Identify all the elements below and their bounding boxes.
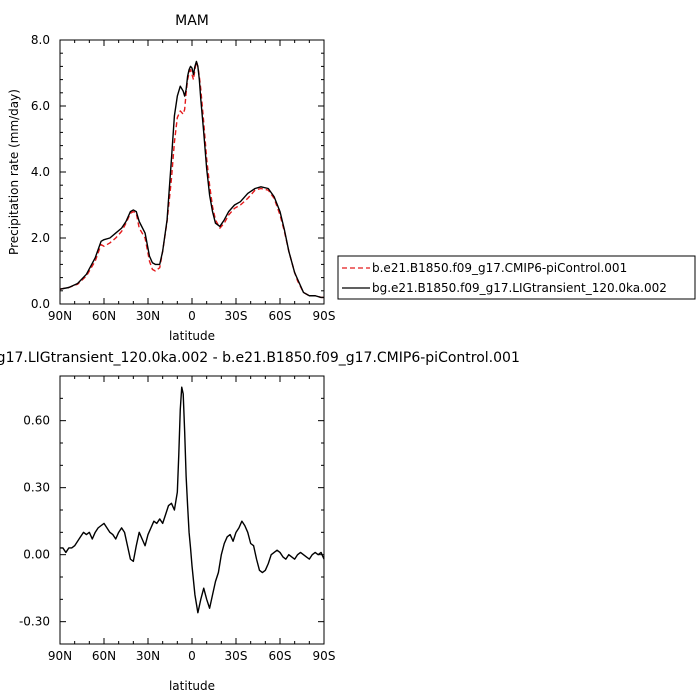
legend-label-ligtransient: bg.e21.B1850.f09_g17.LIGtransient_120.0k… [372, 281, 667, 295]
x-tick-label: 90S [313, 649, 336, 663]
y-tick-label: 0.30 [23, 481, 50, 495]
x-tick-label: 30S [225, 309, 248, 323]
legend-box [337, 255, 696, 300]
y-tick-label: 4.0 [31, 165, 50, 179]
x-tick-label: 90N [48, 309, 72, 323]
y-tick-label: 0.60 [23, 414, 50, 428]
plot-frame-difference [59, 375, 325, 645]
difference-title: bg.e21.B1850.f09_g17.LIGtransient_120.0k… [0, 350, 520, 366]
x-tick-label: 0 [188, 309, 196, 323]
y-tick-label: 0.0 [31, 297, 50, 311]
series-line-1 [59, 60, 324, 299]
x-tick-label: 60N [92, 649, 116, 663]
x-tick-label: 60N [92, 309, 116, 323]
series-line-0 [59, 60, 324, 299]
y-tick-label: 6.0 [31, 99, 50, 113]
x-tick-label: 30S [225, 649, 248, 663]
panel-precipitation: MAM 90N 60N 30N 0 30S 60S 90S 0.02.04.06.08.0 … [7, 13, 335, 343]
x-tick-label: 60S [269, 649, 292, 663]
series-group-difference [60, 386, 325, 614]
panel-difference: bg.e21.B1850.f09_g17.LIGtransient_120.0k… [0, 350, 520, 693]
y-tick-label: -0.30 [19, 615, 50, 629]
legend: b.e21.B1850.f09_g17.CMIP6-piControl.001 … [337, 255, 696, 300]
x-axis-label-difference: latitude [169, 679, 215, 693]
x-tick-label: 30N [136, 649, 160, 663]
chart-title: MAM [175, 13, 209, 29]
x-axis-label: latitude [169, 329, 215, 343]
series-group [59, 60, 324, 299]
x-tick-label: 90S [313, 309, 336, 323]
y-axis-difference: -0.30 0.00 0.30 0.60 [19, 375, 324, 645]
y-tick-label: 2.0 [31, 231, 50, 245]
series-line-0 [60, 386, 325, 614]
y-axis: 0.0 2.0 4.0 6.0 8.0 [31, 33, 324, 311]
x-axis-difference: 90N 60N 30N 0 30S 60S 90S [48, 376, 336, 663]
plot-frame [59, 39, 325, 305]
legend-label-picontrol: b.e21.B1850.f09_g17.CMIP6-piControl.001 [372, 261, 627, 275]
x-axis: 90N 60N 30N 0 30S 60S 90S [48, 40, 336, 323]
y-axis-label: Precipitation rate (mm/day) [7, 89, 21, 255]
x-tick-label: 60S [269, 309, 292, 323]
y-tick-label: 8.0 [31, 33, 50, 47]
x-tick-label: 30N [136, 309, 160, 323]
x-tick-label: 0 [188, 649, 196, 663]
x-tick-label: 90N [48, 649, 72, 663]
y-tick-label: 0.00 [23, 548, 50, 562]
